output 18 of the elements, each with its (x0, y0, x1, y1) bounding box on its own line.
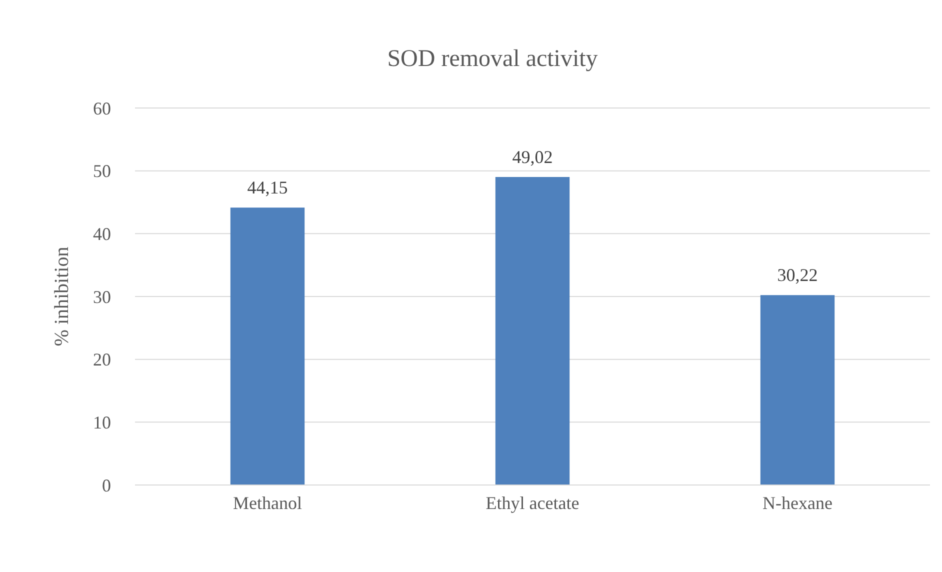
bar (495, 176, 570, 485)
data-label: 30,22 (777, 265, 818, 286)
x-tick-label: N-hexane (762, 493, 832, 513)
y-tick-label: 40 (93, 224, 111, 244)
y-tick-label: 60 (93, 98, 111, 118)
y-tick-label: 50 (93, 161, 111, 182)
y-tick-label: 30 (93, 286, 111, 307)
bar (760, 295, 835, 485)
y-tick-label: 0 (102, 475, 111, 496)
data-label: 44,15 (247, 178, 288, 198)
x-tick-label: Methanol (233, 493, 302, 513)
data-label: 49,02 (512, 146, 553, 167)
chart-title: SOD removal activity (387, 46, 598, 72)
y-tick-label: 20 (93, 350, 111, 370)
y-axis-title: % inhibition (51, 246, 73, 346)
x-tick-label: Ethyl acetate (486, 493, 580, 513)
y-tick-label: 10 (93, 412, 111, 432)
bar (230, 208, 305, 485)
